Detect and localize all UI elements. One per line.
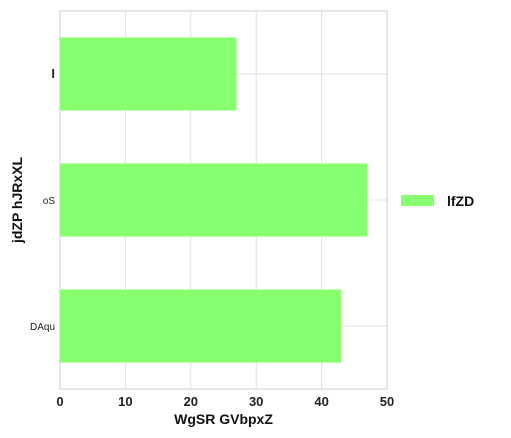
bars: [60, 37, 368, 363]
bar: [60, 163, 368, 237]
y-tick-label: DAqu: [30, 322, 55, 333]
x-ticks: 0 10 20 30 40 50: [56, 394, 394, 409]
legend-swatch: [401, 195, 434, 206]
bar: [60, 289, 342, 363]
legend-label: lfZD: [447, 193, 474, 209]
x-tick-label: 40: [314, 394, 328, 409]
x-tick-label: 30: [249, 394, 263, 409]
x-tick-label: 50: [380, 394, 394, 409]
bar: [60, 37, 237, 111]
y-ticks: IoS DAqu: [30, 66, 55, 333]
y-axis-label: jdZP hJRxXL: [9, 157, 25, 245]
x-axis-label: WgSR GVbpxZ: [174, 411, 273, 427]
x-tick-label: 20: [184, 394, 198, 409]
y-tick-label: I: [51, 66, 55, 81]
legend: lfZD: [401, 193, 474, 209]
x-tick-label: 10: [118, 394, 132, 409]
y-tick-label: oS: [43, 196, 56, 207]
x-tick-label: 0: [56, 394, 63, 409]
